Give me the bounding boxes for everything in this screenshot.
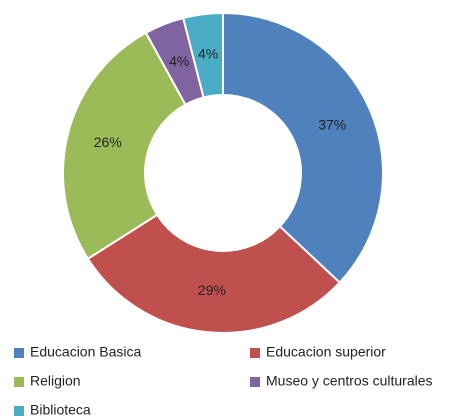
legend-label: Religion xyxy=(30,373,81,389)
legend-swatch xyxy=(250,377,260,387)
legend-label: Educacion superior xyxy=(266,344,386,360)
data-label: 4% xyxy=(169,53,189,69)
legend-swatch xyxy=(14,348,24,358)
legend-swatch xyxy=(14,406,24,416)
legend-label: Museo y centros culturales xyxy=(266,373,433,389)
slice xyxy=(86,213,342,334)
slice xyxy=(62,31,187,261)
slice xyxy=(222,11,384,284)
legend-label: Educacion Basica xyxy=(30,344,142,360)
legend-label: Biblioteca xyxy=(30,402,91,417)
data-label: 4% xyxy=(198,46,218,62)
legend-swatch xyxy=(14,377,24,387)
legend-swatch xyxy=(250,348,260,358)
data-label: 29% xyxy=(198,282,226,298)
data-label: 37% xyxy=(318,116,346,132)
data-label: 26% xyxy=(94,134,122,150)
slice xyxy=(181,11,224,99)
